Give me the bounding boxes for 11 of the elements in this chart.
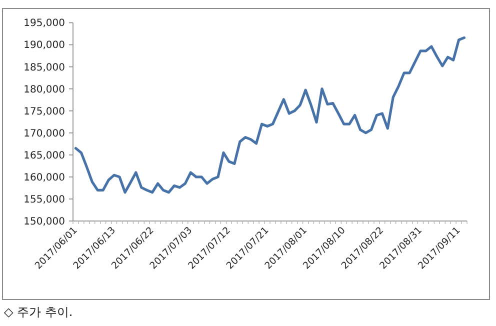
- y-tick-label: 150,000: [24, 216, 65, 228]
- y-tick-label: 165,000: [24, 150, 65, 162]
- y-tick-label: 185,000: [24, 62, 65, 74]
- y-tick-label: 170,000: [24, 128, 65, 140]
- y-tick-label: 160,000: [24, 172, 65, 184]
- y-tick-label: 195,000: [24, 18, 65, 30]
- y-tick-label: 175,000: [24, 106, 65, 118]
- text: ◇ 주가 추이.: [4, 305, 73, 319]
- y-tick-label: 190,000: [24, 40, 65, 52]
- y-tick-label: 180,000: [24, 84, 65, 96]
- y-tick-label: 155,000: [24, 194, 65, 206]
